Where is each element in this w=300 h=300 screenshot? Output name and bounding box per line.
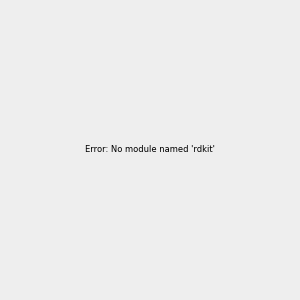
- Text: Error: No module named 'rdkit': Error: No module named 'rdkit': [85, 146, 215, 154]
